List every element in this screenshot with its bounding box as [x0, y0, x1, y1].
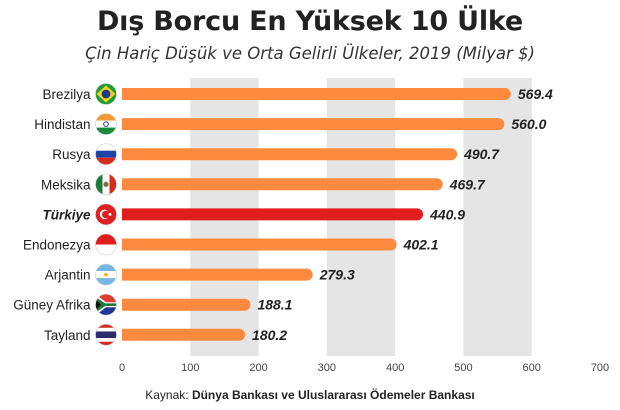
russia-flag-icon	[95, 143, 117, 165]
value-label: 440.9	[429, 206, 465, 222]
india-flag-icon	[95, 113, 117, 135]
value-labels: 569.4 560.0 490.7 469.7 440.9 402.1 279.3 188.1…	[252, 86, 553, 343]
bar-hindistan	[122, 118, 505, 131]
bars	[122, 88, 511, 341]
bar-güney-afrika	[122, 298, 251, 311]
flags	[95, 83, 117, 346]
x-tick-label: 700	[591, 362, 609, 374]
category-label: Türkiye	[42, 207, 91, 222]
chart-subtitle: Çin Hariç Düşük ve Orta Gelirli Ülkeler,…	[85, 44, 535, 63]
value-label: 469.7	[449, 176, 486, 192]
value-label: 490.7	[463, 146, 500, 162]
bar-türkiye	[122, 208, 424, 221]
category-labels: Brezilya Hindistan Rusya Meksika Türkiye Endo…	[13, 87, 91, 343]
x-tick-label: 400	[386, 362, 404, 374]
x-tick-label: 600	[523, 362, 541, 374]
bar-rusya	[122, 148, 458, 161]
source-label: Kaynak:	[145, 388, 189, 402]
category-label: Brezilya	[42, 87, 91, 102]
turkey-flag-icon	[95, 203, 117, 226]
value-label: 402.1	[403, 237, 439, 253]
category-label: Hindistan	[34, 117, 90, 132]
value-label: 188.1	[257, 297, 292, 313]
bar-endonezya	[122, 238, 397, 251]
mexico-flag-icon	[95, 173, 117, 196]
category-label: Tayland	[44, 328, 91, 343]
chart-title: Dış Borcu En Yüksek 10 Ülke	[96, 6, 524, 37]
x-axis-ticks: 0 100 200 300 400 500 600 700	[119, 362, 609, 374]
bar-tayland	[122, 328, 246, 341]
source-value: Dünya Bankası ve Uluslararası Ödemeler B…	[191, 388, 475, 402]
thailand-flag-icon	[95, 323, 117, 346]
indonesia-flag-icon	[95, 233, 117, 256]
value-label: 569.4	[518, 86, 553, 102]
value-label: 560.0	[511, 116, 546, 132]
category-label: Rusya	[52, 147, 91, 162]
category-label: Güney Afrika	[13, 298, 91, 313]
brazil-flag-icon	[95, 83, 117, 105]
x-tick-label: 0	[119, 362, 125, 374]
bar-arjantin	[122, 268, 313, 281]
bar-meksika	[122, 178, 443, 191]
argentina-flag-icon	[95, 263, 117, 286]
category-label: Endonezya	[23, 238, 91, 253]
bar-brezilya	[122, 88, 511, 100]
category-label: Meksika	[41, 177, 91, 192]
x-tick-label: 300	[318, 362, 336, 374]
x-tick-label: 500	[454, 362, 472, 374]
x-tick-label: 200	[249, 362, 267, 374]
category-label: Arjantin	[45, 268, 91, 283]
x-tick-label: 100	[181, 362, 199, 374]
south-africa-flag-icon	[95, 293, 117, 316]
source-line: Kaynak: Dünya Bankası ve Uluslararası Öd…	[0, 388, 620, 402]
value-label: 180.2	[252, 327, 287, 343]
value-label: 279.3	[319, 267, 355, 283]
